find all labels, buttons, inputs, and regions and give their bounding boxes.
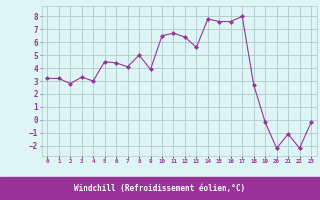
Text: Windchill (Refroidissement éolien,°C): Windchill (Refroidissement éolien,°C) — [75, 184, 245, 193]
